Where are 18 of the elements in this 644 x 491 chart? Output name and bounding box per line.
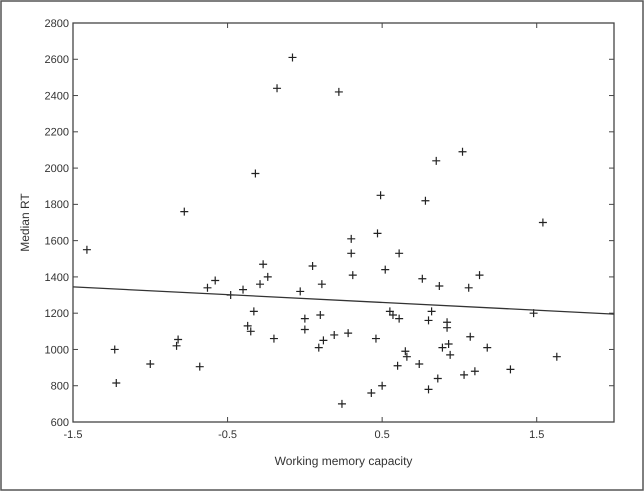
y-tick-label: 1800 (44, 199, 69, 212)
x-tick-label: -0.5 (218, 429, 238, 441)
y-tick-label: 2200 (44, 126, 69, 139)
y-tick-label: 1600 (44, 235, 69, 248)
y-tick-label: 2800 (44, 18, 69, 30)
y-tick-label: 800 (50, 380, 69, 393)
x-tick-label: -1.5 (64, 429, 82, 441)
x-tick-label: 1.5 (529, 429, 544, 441)
y-tick-label: 2600 (44, 54, 69, 66)
y-tick-label: 1000 (44, 344, 69, 356)
y-tick-label: 2000 (44, 162, 69, 175)
y-tick-label: 600 (50, 416, 69, 429)
y-axis-title: Median RT (18, 192, 32, 252)
y-tick-label: 1200 (44, 308, 69, 320)
x-tick-label: 0.5 (374, 429, 390, 441)
y-tick-label: 2400 (44, 90, 69, 102)
x-axis-title: Working memory capacity (274, 454, 412, 468)
y-tick-label: 1400 (44, 272, 69, 284)
